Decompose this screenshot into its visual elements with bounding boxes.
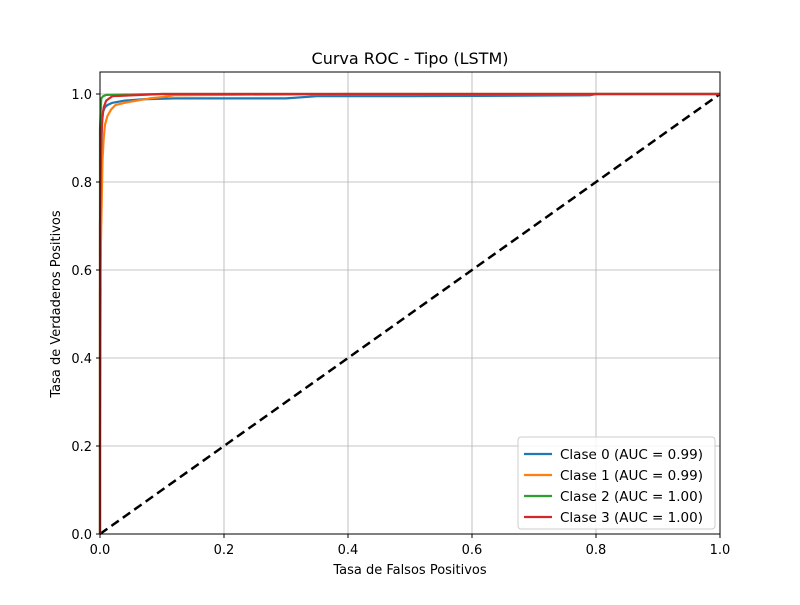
x-tick-label: 1.0 — [710, 543, 731, 558]
legend: Clase 0 (AUC = 0.99) Clase 1 (AUC = 0.99)… — [517, 436, 716, 530]
y-tick-label: 0.4 — [71, 352, 92, 367]
legend-box — [517, 436, 716, 530]
x-tick-label: 0.4 — [338, 543, 359, 558]
x-tick-label: 0.8 — [586, 543, 607, 558]
plot-frame — [99, 71, 721, 535]
y-tick-label: 0.6 — [71, 264, 92, 279]
x-tick-label: 0.6 — [462, 543, 483, 558]
y-tick-label: 1.0 — [71, 88, 92, 103]
legend-label-clase-1: Clase 1 (AUC = 0.99) — [560, 468, 703, 484]
y-tick-label: 0.8 — [71, 176, 92, 191]
y-tick-label: 0.0 — [71, 528, 92, 543]
x-axis-label: Tasa de Falsos Positivos — [332, 563, 487, 578]
x-tick-label: 0.2 — [214, 543, 235, 558]
legend-label-clase-2: Clase 2 (AUC = 1.00) — [560, 489, 703, 505]
legend-label-clase-0: Clase 0 (AUC = 0.99) — [560, 447, 703, 463]
y-tick-label: 0.2 — [71, 440, 92, 455]
chart-title: Curva ROC - Tipo (LSTM) — [312, 49, 509, 68]
series-line-clase-1 — [98, 92, 720, 534]
y-axis-label: Tasa de Verdaderos Positivos — [49, 210, 64, 398]
reference-diagonal-line — [99, 92, 721, 536]
x-tick-label: 0.0 — [90, 543, 111, 558]
legend-label-clase-3: Clase 3 (AUC = 1.00) — [560, 510, 703, 526]
